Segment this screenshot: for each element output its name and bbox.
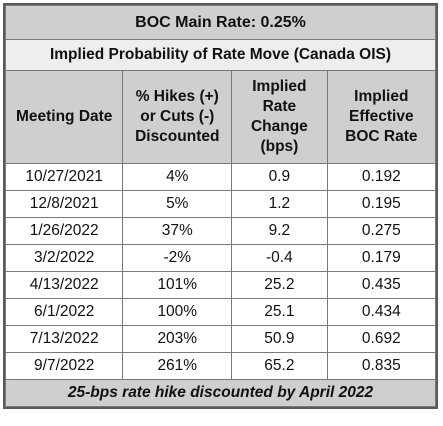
rate-probability-table: BOC Main Rate: 0.25% Implied Probability… <box>3 3 438 409</box>
table-row: 12/8/2021 5% 1.2 0.195 <box>4 190 437 218</box>
effective-rate-cell: 0.179 <box>326 244 437 272</box>
table-row: 6/1/2022 100% 25.1 0.434 <box>4 298 437 326</box>
table-row: 10/27/2021 4% 0.9 0.192 <box>4 163 437 191</box>
hikes-cuts-cell: 203% <box>122 325 233 353</box>
rate-change-cell: 1.2 <box>231 190 328 218</box>
table-row: 3/2/2022 -2% -0.4 0.179 <box>4 244 437 272</box>
table-row: 7/13/2022 203% 50.9 0.692 <box>4 325 437 353</box>
column-header-line: or Cuts (-) <box>140 108 215 125</box>
meeting-date-cell: 12/8/2021 <box>4 190 124 218</box>
column-header-rate-change: Implied Rate Change (bps) <box>231 70 328 164</box>
hikes-cuts-cell: 101% <box>122 271 233 299</box>
table-row: 9/7/2022 261% 65.2 0.835 <box>4 352 437 380</box>
column-header-line: Meeting Date <box>15 108 113 125</box>
column-header-line: BOC Rate <box>345 128 418 145</box>
column-header-effective-rate: Implied Effective BOC Rate <box>326 70 437 164</box>
column-header-hikes-cuts: % Hikes (+) or Cuts (-) Discounted <box>122 70 233 164</box>
column-header-line: Implied <box>252 78 307 95</box>
meeting-date-cell: 4/13/2022 <box>4 271 124 299</box>
table-title: BOC Main Rate: 0.25% <box>5 5 436 40</box>
column-header-line: Rate <box>262 98 297 115</box>
effective-rate-cell: 0.435 <box>326 271 437 299</box>
column-header-row: Meeting Date % Hikes (+) or Cuts (-) Dis… <box>4 70 437 164</box>
column-header-meeting-date: Meeting Date <box>4 70 124 164</box>
meeting-date-cell: 3/2/2022 <box>4 244 124 272</box>
rate-change-cell: 25.1 <box>231 298 328 326</box>
meeting-date-cell: 6/1/2022 <box>4 298 124 326</box>
effective-rate-cell: 0.692 <box>326 325 437 353</box>
hikes-cuts-cell: 37% <box>122 217 233 245</box>
rate-change-cell: 65.2 <box>231 352 328 380</box>
hikes-cuts-cell: -2% <box>122 244 233 272</box>
effective-rate-cell: 0.195 <box>326 190 437 218</box>
meeting-date-cell: 9/7/2022 <box>4 352 124 380</box>
rate-change-cell: 9.2 <box>231 217 328 245</box>
column-header-line: Change <box>250 118 308 135</box>
rate-change-cell: 25.2 <box>231 271 328 299</box>
hikes-cuts-cell: 4% <box>122 163 233 191</box>
hikes-cuts-cell: 261% <box>122 352 233 380</box>
hikes-cuts-cell: 5% <box>122 190 233 218</box>
meeting-date-cell: 7/13/2022 <box>4 325 124 353</box>
table-row: 1/26/2022 37% 9.2 0.275 <box>4 217 437 245</box>
column-header-line: Implied <box>354 88 409 105</box>
meeting-date-cell: 10/27/2021 <box>4 163 124 191</box>
effective-rate-cell: 0.434 <box>326 298 437 326</box>
rate-change-cell: 0.9 <box>231 163 328 191</box>
column-header-line: Effective <box>348 108 414 125</box>
table-subtitle: Implied Probability of Rate Move (Canada… <box>5 39 436 71</box>
column-header-line: (bps) <box>260 138 299 155</box>
effective-rate-cell: 0.275 <box>326 217 437 245</box>
table: BOC Main Rate: 0.25% Implied Probability… <box>4 5 437 407</box>
table-footer-note: 25-bps rate hike discounted by April 202… <box>5 379 436 407</box>
effective-rate-cell: 0.192 <box>326 163 437 191</box>
meeting-date-cell: 1/26/2022 <box>4 217 124 245</box>
column-header-line: Discounted <box>135 128 220 145</box>
column-header-line: % Hikes (+) <box>135 88 219 105</box>
effective-rate-cell: 0.835 <box>326 352 437 380</box>
table-row: 4/13/2022 101% 25.2 0.435 <box>4 271 437 299</box>
rate-change-cell: 50.9 <box>231 325 328 353</box>
hikes-cuts-cell: 100% <box>122 298 233 326</box>
rate-change-cell: -0.4 <box>231 244 328 272</box>
